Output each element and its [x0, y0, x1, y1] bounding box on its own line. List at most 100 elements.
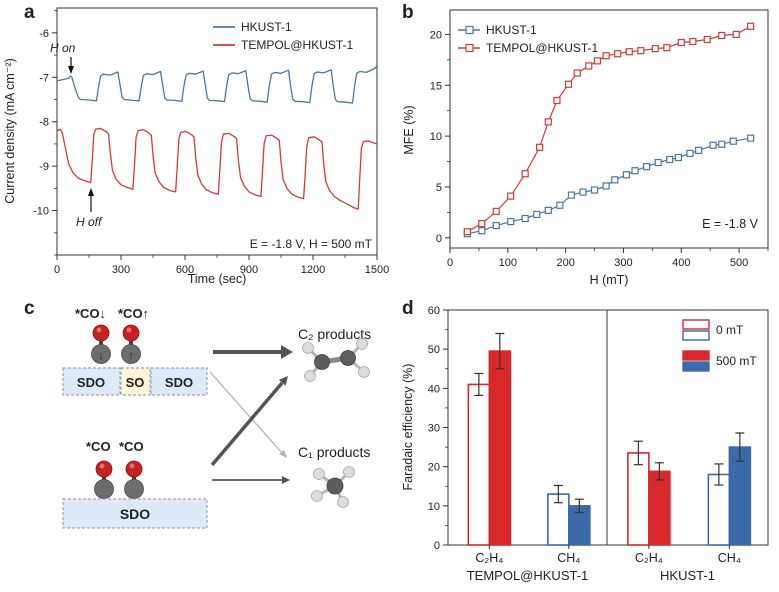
- c2-products-label: C₂ products: [298, 326, 371, 342]
- co-molecule-plain-left: [94, 460, 114, 499]
- so-label: SO: [126, 375, 145, 390]
- arrow-antiparallel-to-c1: [209, 371, 287, 458]
- marker-open-square: [642, 163, 651, 171]
- plot-frame: [449, 9, 769, 249]
- marker-open-square: [686, 149, 694, 158]
- y-tick-label: 10: [430, 131, 442, 143]
- hydrogen-atom: [311, 490, 323, 502]
- atom-highlight: [126, 327, 132, 333]
- marker-open-square: [614, 50, 622, 58]
- b-yaxis-label: MFE (%): [402, 105, 416, 154]
- marker-open-square: [602, 52, 610, 60]
- atom-highlight: [99, 463, 105, 469]
- marker-open-square: [622, 171, 630, 179]
- x-tick-label: 400: [672, 257, 690, 269]
- marker-open-square: [579, 188, 587, 196]
- sdo-bottom-label: SDO: [120, 506, 150, 522]
- marker-open-square: [478, 227, 486, 235]
- hydrogen-atom: [313, 468, 325, 480]
- marker-open-square: [463, 228, 471, 236]
- hydrogen-atom: [337, 496, 349, 508]
- oxygen-atom: [95, 460, 113, 478]
- group-label: HKUST-1: [660, 568, 715, 583]
- carbon-atom: [94, 479, 114, 499]
- oxygen-atom: [122, 324, 140, 342]
- x-tick-label: 1500: [365, 264, 389, 276]
- legend-label-TEMPOL@HKUST-1: TEMPOL@HKUST-1: [486, 41, 599, 55]
- carbon-atom: [340, 350, 356, 366]
- co-plain-left-label: *CO: [86, 439, 111, 454]
- marker-open-square: [521, 170, 529, 178]
- sdo-box-left: [62, 367, 121, 396]
- hydrogen-atom: [356, 338, 368, 350]
- bar-TEMPOL@HKUST-1-C₂H₄-500 mT: [488, 350, 512, 546]
- hydrogen-atom: [343, 466, 355, 478]
- marker-open-square: [651, 45, 659, 53]
- marker-open-square: [747, 134, 755, 142]
- marker-open-square: [556, 201, 564, 209]
- marker-open-square: [718, 140, 726, 148]
- spin-down-arrow-icon: ↓: [98, 350, 104, 362]
- y-tick-label: 50: [428, 344, 440, 356]
- marker-open-square: [677, 38, 685, 47]
- co-molecule-antiparallel-right: ↑: [121, 324, 141, 364]
- arrow-antiparallel-to-c2: [213, 345, 293, 359]
- legend-marker-TEMPOL@HKUST-1: [465, 43, 474, 53]
- marker-open-square: [747, 22, 755, 30]
- y-tick-label: 0: [434, 540, 440, 552]
- atom-highlight: [129, 463, 135, 469]
- marker-open-square: [564, 80, 573, 88]
- legend-label-HKUST-1: HKUST-1: [241, 20, 292, 34]
- panel-a-chart: Time (sec) Current density (mA cm⁻²) -6 -…: [3, 7, 389, 286]
- marker-open-square: [492, 207, 500, 215]
- marker-open-square: [536, 143, 544, 151]
- marker-open-square: [533, 210, 541, 219]
- legend-swatch-0 mT: [682, 319, 710, 330]
- carbon-atom: [91, 344, 111, 364]
- marker-open-square: [631, 167, 639, 175]
- legend-swatch-0 mT: [682, 330, 710, 341]
- panel-b-letter: b: [402, 2, 414, 23]
- x-tick-label: 100: [499, 257, 517, 269]
- marker-open-square: [703, 35, 711, 44]
- marker-open-square: [507, 217, 515, 226]
- legend-label-0 mT: 0 mT: [716, 323, 744, 337]
- carbon-atom: [314, 354, 330, 370]
- methane-molecule: [311, 466, 355, 508]
- marker-open-square: [709, 141, 717, 149]
- bar-HKUST-1-C₂H₄-500 mT: [648, 470, 671, 546]
- so-box: [120, 367, 151, 396]
- panel-c-diagram: *CO↓ *CO↑ ↓ ↑ SDO SO SDO *CO *CO: [62, 306, 371, 529]
- hydrogen-atom: [358, 366, 370, 378]
- marker-open-square: [521, 214, 529, 223]
- marker-open-square: [663, 44, 671, 52]
- y-tick-label: 60: [428, 305, 440, 317]
- co-down-label: *CO↓: [75, 306, 106, 321]
- y-tick-label: 20: [430, 29, 442, 41]
- series-line-HKUST-1: [56, 65, 378, 104]
- marker-open-square: [729, 137, 737, 145]
- a-yaxis-label: Current density (mA cm⁻²): [3, 58, 17, 204]
- marker-open-square: [492, 222, 500, 230]
- y-tick-label: 5: [436, 182, 442, 194]
- sdo-box-bottom: [62, 498, 208, 529]
- x-tick-label: 500: [730, 257, 748, 269]
- category-label: CH₄: [718, 551, 741, 565]
- y-tick-label: 30: [428, 423, 440, 435]
- y-tick-label: 10: [428, 501, 440, 513]
- conditions-annotation: E = -1.8 V: [702, 217, 759, 231]
- marker-open-square: [611, 176, 619, 184]
- legend-swatch-500 mT: [682, 361, 710, 372]
- marker-open-square: [602, 182, 610, 190]
- co-up-label: *CO↑: [118, 306, 149, 321]
- marker-open-square: [625, 48, 633, 56]
- category-label: C₂H₄: [475, 551, 503, 565]
- sdo-box-right: [150, 367, 208, 396]
- h-on-annotation: H on: [50, 41, 76, 55]
- panel-d-letter: d: [402, 298, 414, 319]
- x-tick-label: 300: [112, 264, 130, 276]
- spin-up-arrow-icon: ↑: [128, 350, 134, 362]
- marker-open-square: [689, 37, 697, 46]
